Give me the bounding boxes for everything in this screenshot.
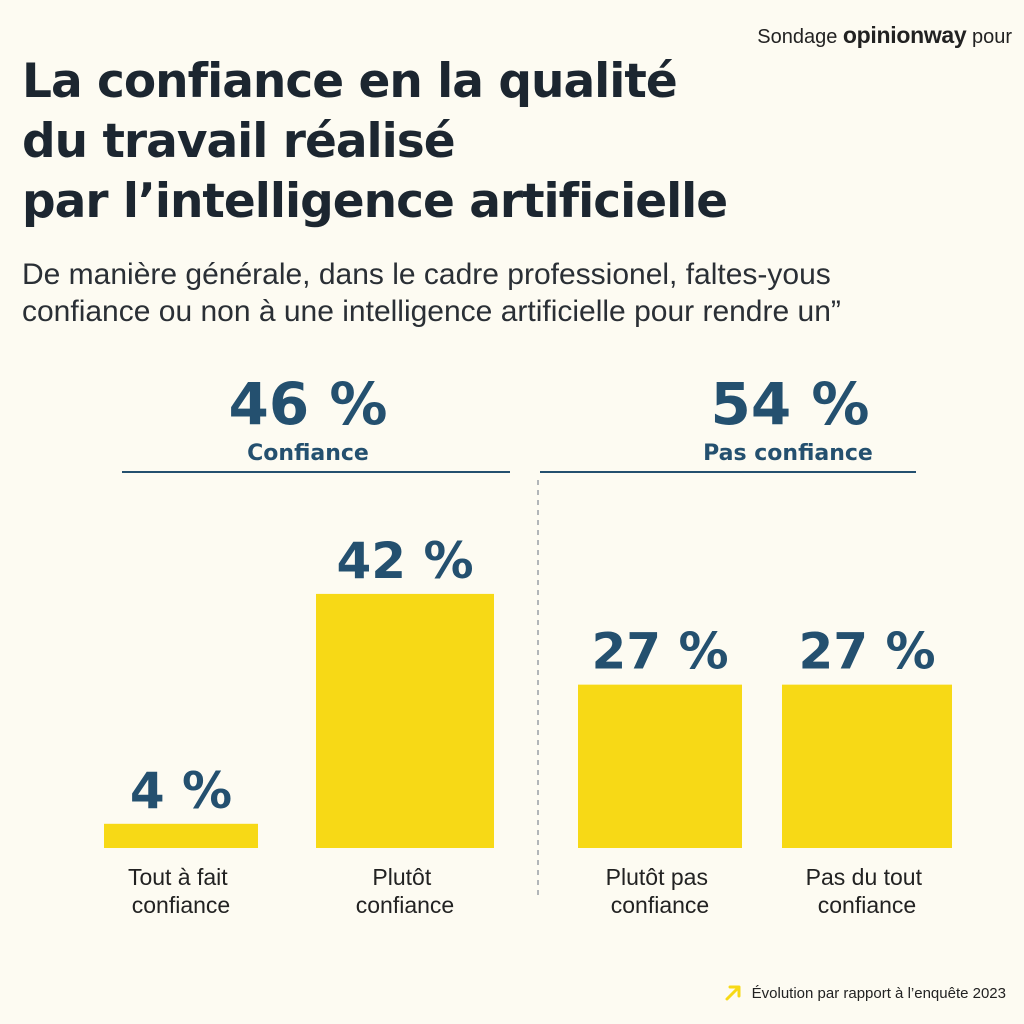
opinionway-logo: opinionway: [842, 22, 967, 48]
bar-label-plutot-pas-confiance: Plutôt pas confiance: [606, 864, 715, 918]
group-label-confiance: Confiance: [247, 441, 369, 466]
bar-plutot-pas-confiance: [578, 684, 742, 848]
group-label-pas-confiance: Pas confiance: [703, 441, 873, 466]
bar-label-pas-du-tout-confiance: Pas du tout confiance: [806, 864, 929, 918]
survey-question: De manière générale, dans le cadre profe…: [22, 256, 1002, 330]
sponsor-prefix: Sondage: [757, 26, 838, 48]
evolution-note: Évolution par rapport à l’enquête 2023: [751, 984, 1006, 1002]
title-line-2: du travail réalisé: [22, 114, 456, 169]
bar-pas-du-tout-confiance: [782, 684, 952, 848]
bar-label-line: confiance: [356, 892, 454, 918]
question-line-2: confiance ou non à une intelligence arti…: [22, 295, 841, 328]
bar-value-plutot-confiance: 42 %: [336, 532, 473, 590]
arrow-up-right-icon: [725, 985, 741, 1001]
bar-value-pas-du-tout-confiance: 27 %: [798, 623, 935, 681]
group-total-pas-confiance: 54 %: [710, 370, 869, 438]
bar-label-plutot-confiance: Plutôt confiance: [356, 864, 454, 918]
bar-label-line: Pas du tout: [806, 864, 923, 890]
bar-label-line: confiance: [132, 892, 230, 918]
bar-tout-a-fait-confiance: [104, 823, 258, 848]
bar-value-tout-a-fait-confiance: 4 %: [130, 762, 232, 820]
bar-label-line: Tout à fait: [128, 864, 228, 890]
bar-label-line: confiance: [611, 892, 709, 918]
bar-label-tout-a-fait-confiance: Tout à fait confiance: [128, 864, 234, 918]
evolution-legend: Évolution par rapport à l’enquête 2023: [724, 984, 1006, 1002]
sponsor-suffix: pour: [971, 26, 1012, 48]
bar-value-plutot-pas-confiance: 27 %: [591, 623, 728, 681]
bar-label-line: confiance: [818, 892, 916, 918]
bar-plutot-confiance: [316, 593, 494, 848]
title-line-1: La confiance en la qualité: [22, 54, 678, 109]
bar-label-line: Plutôt pas: [606, 864, 708, 890]
bar-label-line: Plutôt: [372, 864, 431, 890]
question-line-1: De manière générale, dans le cadre profe…: [22, 258, 831, 291]
group-total-confiance: 46 %: [228, 370, 387, 438]
title-line-3: par l’intelligence artificielle: [22, 174, 728, 229]
sponsor-credit: Sondage opinionway pour: [757, 22, 1012, 49]
page-title: La confiance en la qualité du travail ré…: [22, 52, 1002, 232]
